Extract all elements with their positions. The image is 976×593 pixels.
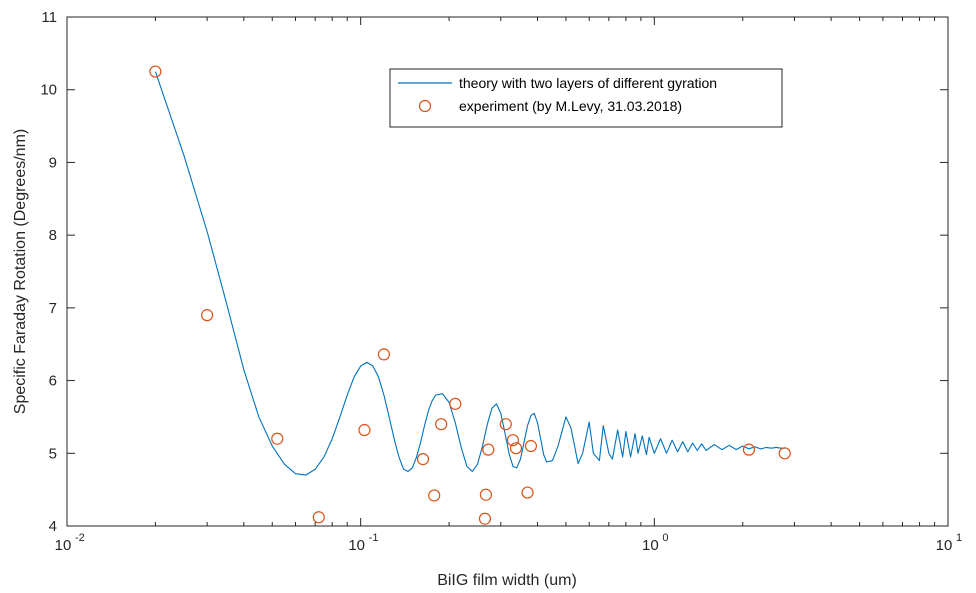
experiment-point — [521, 486, 534, 499]
experiment-point — [312, 511, 325, 524]
experiment-point — [499, 418, 512, 431]
legend-experiment-swatch — [418, 99, 432, 113]
x-tick-label: 10 — [642, 537, 659, 554]
experiment-point — [479, 488, 493, 501]
y-tick-label: 10 — [40, 82, 57, 99]
experiment-point — [506, 434, 520, 447]
experiment-point — [778, 447, 791, 460]
experiment-point — [149, 65, 162, 78]
experiment-point — [358, 423, 371, 437]
y-tick-label: 7 — [49, 300, 57, 317]
axis-ticks — [66, 16, 949, 527]
y-tick-label: 4 — [49, 518, 57, 535]
x-tick-exponent: -2 — [75, 532, 85, 544]
experiment-point — [478, 512, 492, 525]
y-tick-label: 5 — [49, 445, 57, 462]
legend-theory-label: theory with two layers of different gyra… — [459, 75, 717, 91]
experiment-point — [377, 348, 391, 361]
experiment-point — [416, 453, 430, 466]
experiment-point — [428, 489, 441, 502]
experiment-point — [482, 443, 495, 456]
legend: theory with two layers of different gyra… — [389, 68, 783, 128]
y-tick-label: 11 — [41, 9, 57, 26]
x-axis-label: BiIG film width (um) — [437, 572, 577, 589]
series-layer — [149, 65, 791, 525]
x-tick-exponent: -1 — [369, 532, 379, 544]
y-tick-label: 9 — [49, 154, 57, 171]
experiment-point — [509, 442, 523, 455]
y-tick-label: 8 — [49, 227, 57, 244]
experiment-point — [524, 439, 538, 453]
experiment-point — [271, 432, 284, 445]
experiment-point — [435, 418, 448, 431]
x-tick-exponent: 0 — [662, 532, 668, 544]
x-tick-exponent: 1 — [956, 532, 962, 544]
experiment-point — [201, 309, 214, 322]
theory-line — [154, 71, 786, 476]
x-tick-label: 10 — [55, 537, 72, 554]
x-tick-label: 10 — [348, 537, 365, 554]
legend-box — [389, 68, 783, 128]
experiment-point — [742, 443, 756, 456]
legend-experiment-label: experiment (by M.Levy, 31.03.2018) — [459, 98, 682, 114]
y-axis-label: Specific Faraday Rotation (Degrees/nm) — [12, 129, 29, 414]
x-tick-label: 10 — [936, 537, 953, 554]
y-tick-label: 6 — [49, 373, 57, 390]
experiment-point — [449, 397, 462, 410]
